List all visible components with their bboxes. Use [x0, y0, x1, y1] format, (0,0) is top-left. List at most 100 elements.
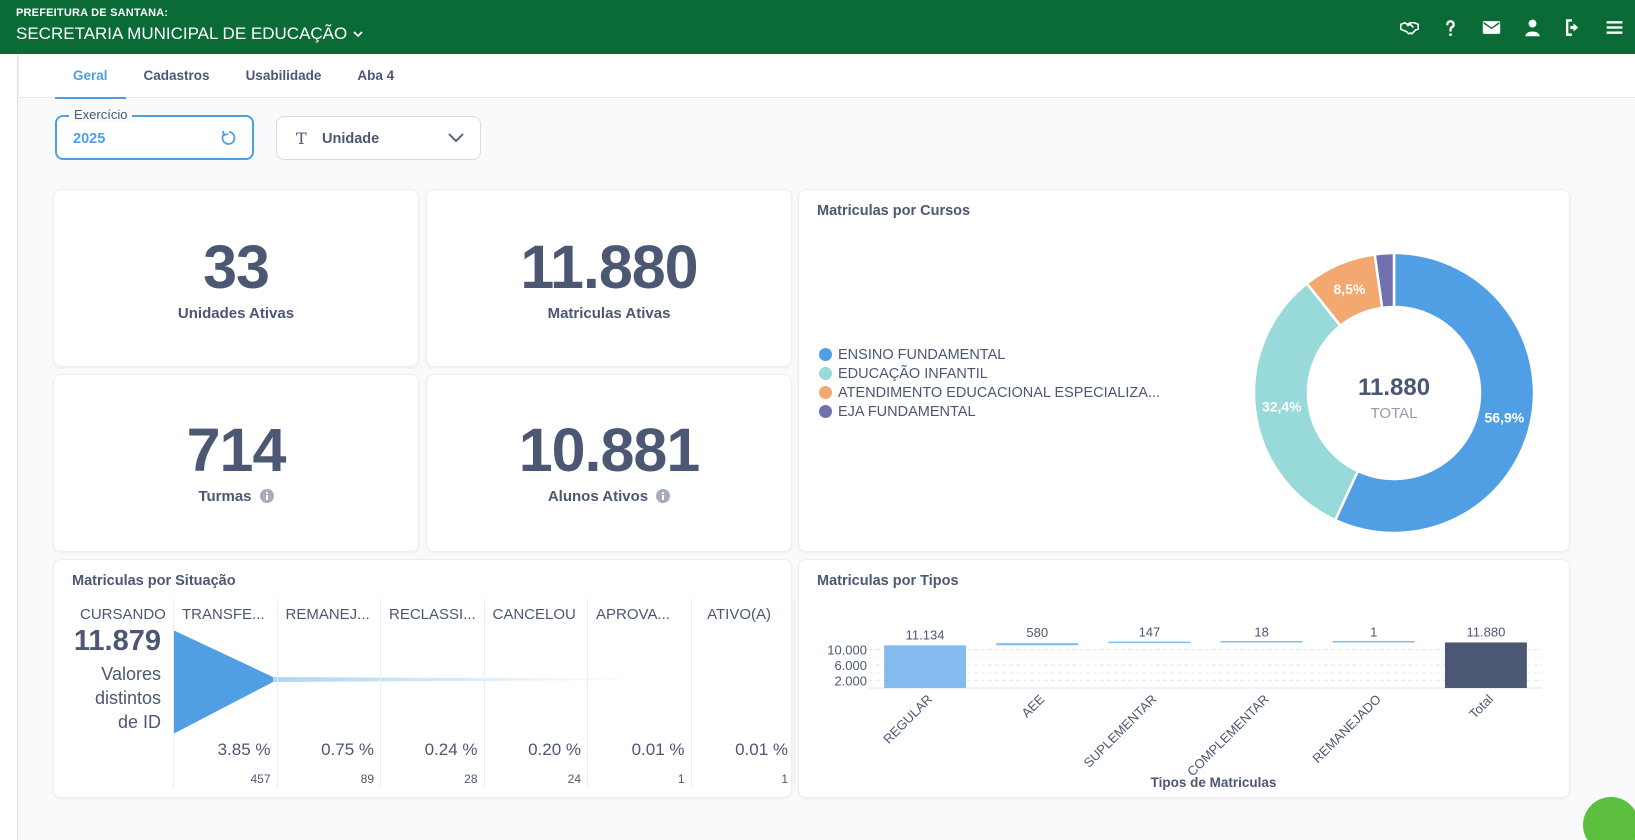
- x-tick-label: AEE: [1018, 691, 1047, 720]
- x-tick-label: REMANEJADO: [1309, 692, 1383, 766]
- funnel-step-label: ATIVO(A): [707, 606, 771, 623]
- bar[interactable]: [884, 645, 967, 688]
- bar[interactable]: [996, 643, 1079, 646]
- funnel-step-count: 28: [464, 772, 478, 786]
- funnel-separator: [276, 598, 278, 788]
- org-selector[interactable]: SECRETARIA MUNICIPAL DE EDUCAÇÃO: [16, 24, 364, 44]
- funnel-separator: [173, 598, 174, 788]
- funnel-step[interactable]: [173, 630, 273, 734]
- legend-dot: [819, 386, 832, 399]
- tab-bar: Geral Cadastros Usabilidade Aba 4: [19, 54, 1635, 99]
- funnel-first-value: 11.879: [73, 625, 161, 657]
- chevron-down-icon: [353, 31, 363, 38]
- legend-item[interactable]: ENSINO FUNDAMENTAL: [819, 345, 1160, 364]
- card-turmas: 714 Turmas: [53, 374, 419, 552]
- dashboard-content: Geral Cadastros Usabilidade Aba 4 Exercí…: [19, 54, 1635, 840]
- y-tick-label: 10.000: [827, 643, 867, 658]
- legend-label: EJA FUNDAMENTAL: [838, 403, 976, 420]
- unit-filter[interactable]: T Unidade: [276, 116, 481, 160]
- bar[interactable]: [1220, 641, 1303, 643]
- bar[interactable]: [1108, 641, 1191, 644]
- donut-percent-label: 56,9%: [1485, 409, 1525, 425]
- legend-item[interactable]: ATENDIMENTO EDUCACIONAL ESPECIALIZA...: [819, 383, 1160, 402]
- legend-item[interactable]: EJA FUNDAMENTAL: [819, 402, 1160, 421]
- bar-value-label: 11.134: [906, 627, 945, 642]
- funnel-first-caption: Valores distintos de ID: [95, 662, 161, 734]
- card-unidades-ativas: 33 Unidades Ativas: [53, 189, 419, 367]
- chat-fab-button[interactable]: [1583, 797, 1635, 840]
- unit-filter-label: Unidade: [322, 131, 380, 147]
- bar-value-label: 1: [1370, 624, 1377, 639]
- donut-title: Matriculas por Cursos: [817, 203, 971, 219]
- donut-percent-label: 8,5%: [1333, 281, 1365, 297]
- menu-icon[interactable]: [1594, 0, 1635, 54]
- donut-total-label: TOTAL: [1371, 405, 1418, 422]
- turmas-value: 714: [186, 416, 287, 484]
- turmas-label: Turmas: [198, 488, 252, 505]
- info-icon[interactable]: [656, 489, 671, 503]
- funnel-step-percent: 0.75 %: [321, 740, 374, 759]
- info-icon[interactable]: [259, 489, 274, 503]
- matriculas-ativas-label: Matriculas Ativas: [547, 305, 671, 322]
- donut-slice[interactable]: [1252, 281, 1360, 522]
- bar[interactable]: [1332, 640, 1415, 643]
- alunos-ativos-label: Alunos Ativos: [547, 488, 649, 505]
- matriculas-ativas-value: 11.880: [520, 233, 698, 301]
- legend-label: ENSINO FUNDAMENTAL: [838, 346, 1006, 363]
- funnel-shape: [173, 630, 643, 734]
- funnel-caption-line: de ID: [117, 712, 161, 732]
- funnel-step-count: 89: [360, 772, 374, 786]
- tab-cadastros[interactable]: Cadastros: [143, 68, 210, 83]
- unidades-ativas-value: 33: [203, 233, 270, 301]
- tab-geral[interactable]: Geral: [55, 54, 126, 99]
- funnel-step-count: 457: [250, 772, 271, 786]
- funnel-step-percent: 0.24 %: [424, 740, 478, 759]
- legend-dot: [819, 348, 832, 361]
- funnel-separator: [690, 598, 692, 788]
- funnel-step-percent: 0.01 %: [735, 740, 788, 759]
- year-filter[interactable]: Exercício 2025: [55, 107, 254, 160]
- chevron-down-icon: [448, 133, 464, 143]
- funnel-step-percent: 3.85 %: [217, 740, 271, 759]
- tab-aba-4[interactable]: Aba 4: [357, 68, 395, 83]
- card-matriculas-ativas: 11.880 Matriculas Ativas: [426, 189, 792, 367]
- bar[interactable]: [1444, 642, 1527, 688]
- donut-slice[interactable]: [1373, 251, 1396, 310]
- funnel-caption-line: Valores: [101, 664, 161, 684]
- help-icon[interactable]: [1430, 0, 1471, 54]
- org-name: SECRETARIA MUNICIPAL DE EDUCAÇÃO: [16, 24, 348, 43]
- legend-label: ATENDIMENTO EDUCACIONAL ESPECIALIZA...: [838, 384, 1161, 401]
- donut-slice[interactable]: [1333, 251, 1536, 535]
- funnel-separator: [483, 598, 485, 788]
- mail-icon[interactable]: [1471, 0, 1512, 54]
- tab-usabilidade[interactable]: Usabilidade: [245, 68, 322, 83]
- funnel-step-percent: 0.20 %: [528, 740, 581, 759]
- org-prefix: PREFEITURA DE SANTANA:: [16, 7, 169, 19]
- year-filter-value: 2025: [73, 131, 106, 147]
- bar-value-label: 580: [1026, 625, 1048, 640]
- x-tick-label: SUPLEMENTAR: [1081, 692, 1160, 771]
- funnel-separator: [794, 598, 795, 788]
- bar-value-label: 11.880: [1467, 624, 1506, 639]
- unidades-ativas-label: Unidades Ativas: [177, 305, 295, 322]
- top-actions: [1389, 0, 1635, 54]
- turmas-caption: Turmas: [54, 488, 418, 505]
- funnel-title: Matriculas por Situação: [72, 573, 236, 589]
- user-icon[interactable]: [1512, 0, 1553, 54]
- year-filter-label: Exercício: [69, 107, 133, 122]
- donut-chart: 56,9% 32,4% 8,5% 11.880 TOTAL: [1252, 251, 1536, 535]
- card-alunos-ativos: 10.881 Alunos Ativos: [426, 374, 792, 552]
- bar-title: Matriculas por Tipos: [817, 573, 959, 589]
- legend-item[interactable]: EDUCAÇÃO INFANTIL: [819, 364, 1160, 383]
- funnel-separator: [380, 598, 381, 788]
- handshake-icon[interactable]: [1389, 0, 1430, 54]
- reset-icon[interactable]: [220, 129, 238, 147]
- funnel-step-label: CANCELOU: [492, 606, 576, 623]
- logout-icon[interactable]: [1553, 0, 1594, 54]
- funnel-separator: [587, 598, 588, 788]
- funnel-caption-line: distintos: [94, 688, 161, 708]
- funnel-step-percent: 0.01 %: [631, 740, 685, 759]
- alunos-ativos-value: 10.881: [518, 416, 701, 484]
- legend-dot: [819, 367, 832, 380]
- bar-value-label: 147: [1139, 625, 1161, 640]
